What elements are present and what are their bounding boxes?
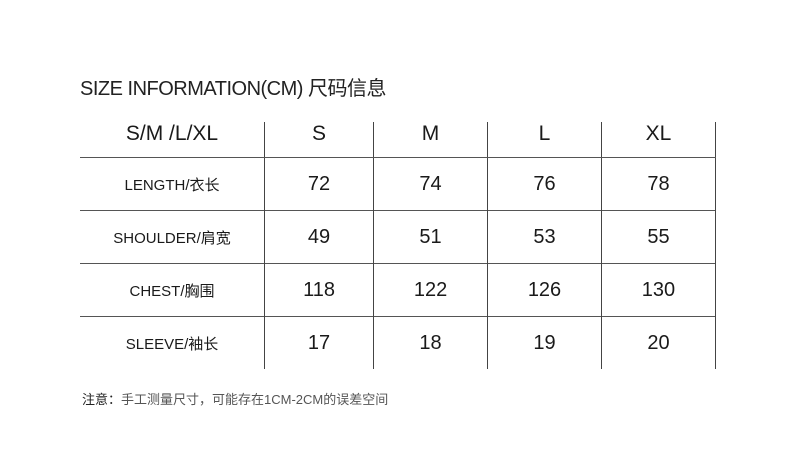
cell: 126 bbox=[487, 263, 602, 317]
cell: 118 bbox=[263, 263, 374, 317]
note-prefix: 注意： bbox=[82, 392, 122, 407]
cell: 122 bbox=[373, 263, 488, 317]
row-label: CHEST/胸围 bbox=[80, 263, 265, 317]
header-cell: S/M /L/XL bbox=[80, 122, 265, 158]
cell: 49 bbox=[263, 210, 374, 264]
cell: 76 bbox=[487, 157, 602, 211]
page-title: SIZE INFORMATION(CM) 尺码信息 bbox=[80, 78, 387, 100]
cell: 20 bbox=[600, 316, 717, 369]
size-table: S/M /L/XL S M L XL LENGTH/衣长 72 74 76 78… bbox=[80, 122, 717, 369]
header-cell: XL bbox=[600, 122, 717, 158]
table-row: SLEEVE/袖长 17 18 19 20 bbox=[80, 316, 717, 369]
measurement-note: 注意：手工测量尺寸，可能存在1CM-2CM的误差空间 bbox=[82, 389, 388, 408]
table-row: CHEST/胸围 118 122 126 130 bbox=[80, 263, 717, 317]
cell: 72 bbox=[263, 157, 374, 211]
table-row: LENGTH/衣长 72 74 76 78 bbox=[80, 157, 717, 211]
cell: 78 bbox=[600, 157, 717, 211]
note-text: 手工测量尺寸，可能存在1CM-2CM的误差空间 bbox=[121, 392, 389, 407]
cell: 17 bbox=[263, 316, 374, 369]
cell: 74 bbox=[373, 157, 488, 211]
cell: 130 bbox=[600, 263, 717, 317]
table-row: SHOULDER/肩宽 49 51 53 55 bbox=[80, 210, 717, 264]
cell: 53 bbox=[487, 210, 602, 264]
row-label: SHOULDER/肩宽 bbox=[80, 210, 265, 264]
header-cell: S bbox=[263, 122, 374, 158]
cell: 18 bbox=[373, 316, 488, 369]
header-cell: M bbox=[373, 122, 488, 158]
cell: 51 bbox=[373, 210, 488, 264]
row-label: SLEEVE/袖长 bbox=[80, 316, 265, 369]
row-label: LENGTH/衣长 bbox=[124, 176, 220, 194]
cell: 19 bbox=[487, 316, 602, 369]
header-cell: L bbox=[487, 122, 602, 158]
table-header-row: S/M /L/XL S M L XL bbox=[80, 122, 717, 158]
cell: 55 bbox=[600, 210, 717, 264]
